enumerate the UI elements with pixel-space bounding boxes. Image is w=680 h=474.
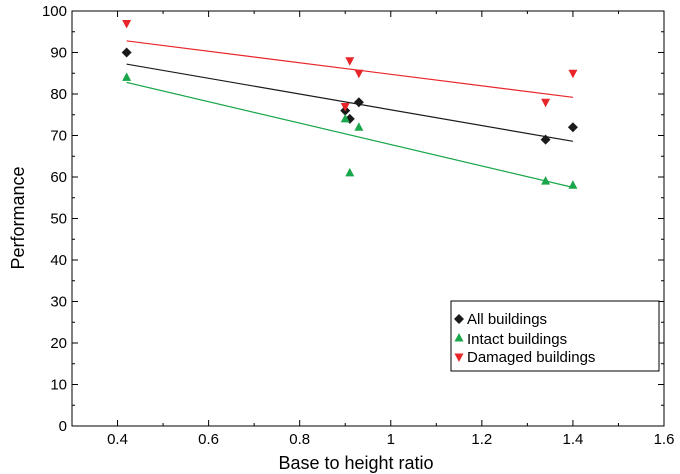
legend-label-intact-buildings: Intact buildings — [467, 331, 567, 348]
x-tick-label: 1.2 — [471, 431, 492, 448]
y-tick-label: 60 — [50, 169, 67, 186]
point-damaged-buildings — [345, 57, 355, 66]
y-tick-label: 70 — [50, 128, 67, 145]
point-intact-buildings — [122, 72, 132, 81]
y-tick-label: 40 — [50, 252, 67, 269]
x-tick-label: 1 — [387, 431, 395, 448]
x-tick-label: 0.6 — [198, 431, 219, 448]
legend-marker-all-buildings — [454, 314, 464, 324]
point-intact-buildings — [340, 113, 350, 123]
x-tick-label: 1.6 — [654, 431, 675, 448]
point-damaged-buildings — [122, 19, 132, 29]
point-intact-buildings — [568, 180, 578, 189]
point-all-buildings — [567, 122, 578, 133]
point-all-buildings — [540, 134, 551, 145]
y-tick-label: 20 — [50, 335, 67, 352]
point-all-buildings — [353, 97, 364, 108]
legend-label-all-buildings: All buildings — [467, 311, 547, 328]
point-damaged-buildings — [340, 102, 350, 112]
point-damaged-buildings — [568, 69, 578, 79]
trend-line-intact-buildings — [126, 81, 574, 188]
point-intact-buildings — [354, 122, 364, 131]
point-all-buildings — [121, 47, 132, 58]
point-intact-buildings — [345, 167, 355, 177]
y-tick-label: 10 — [50, 377, 67, 394]
data-points — [121, 19, 578, 189]
legend: All buildings Intact buildings Damaged b… — [450, 300, 660, 372]
y-tick-label: 30 — [50, 294, 67, 311]
y-tick-label: 100 — [42, 3, 67, 20]
x-tick-label: 0.8 — [289, 431, 310, 448]
axis-ticks: 0.4 0.6 0.8 1 1.2 1.4 1.6 0 10 20 30 40 50 60 70 80 90 10… — [42, 3, 674, 448]
legend-marker-intact-buildings — [454, 333, 464, 342]
y-tick-label: 50 — [50, 211, 67, 228]
x-tick-label: 0.4 — [107, 431, 128, 448]
y-tick-label: 80 — [50, 86, 67, 103]
trend-line-damaged-buildings — [126, 40, 573, 98]
y-tick-label: 90 — [50, 45, 67, 62]
point-damaged-buildings — [354, 69, 364, 79]
y-tick-label: 0 — [59, 418, 67, 435]
trend-lines — [126, 40, 574, 188]
point-intact-buildings — [541, 176, 551, 185]
x-tick-label: 1.4 — [562, 431, 583, 448]
trend-line-all-buildings — [126, 63, 574, 142]
legend-label-damaged-buildings: Damaged buildings — [467, 349, 595, 366]
y-axis-title: Performance — [8, 166, 28, 269]
point-damaged-buildings — [541, 98, 551, 108]
legend-marker-damaged-buildings — [454, 353, 464, 362]
legend-box — [450, 300, 660, 372]
x-axis-title: Base to height ratio — [278, 453, 433, 473]
